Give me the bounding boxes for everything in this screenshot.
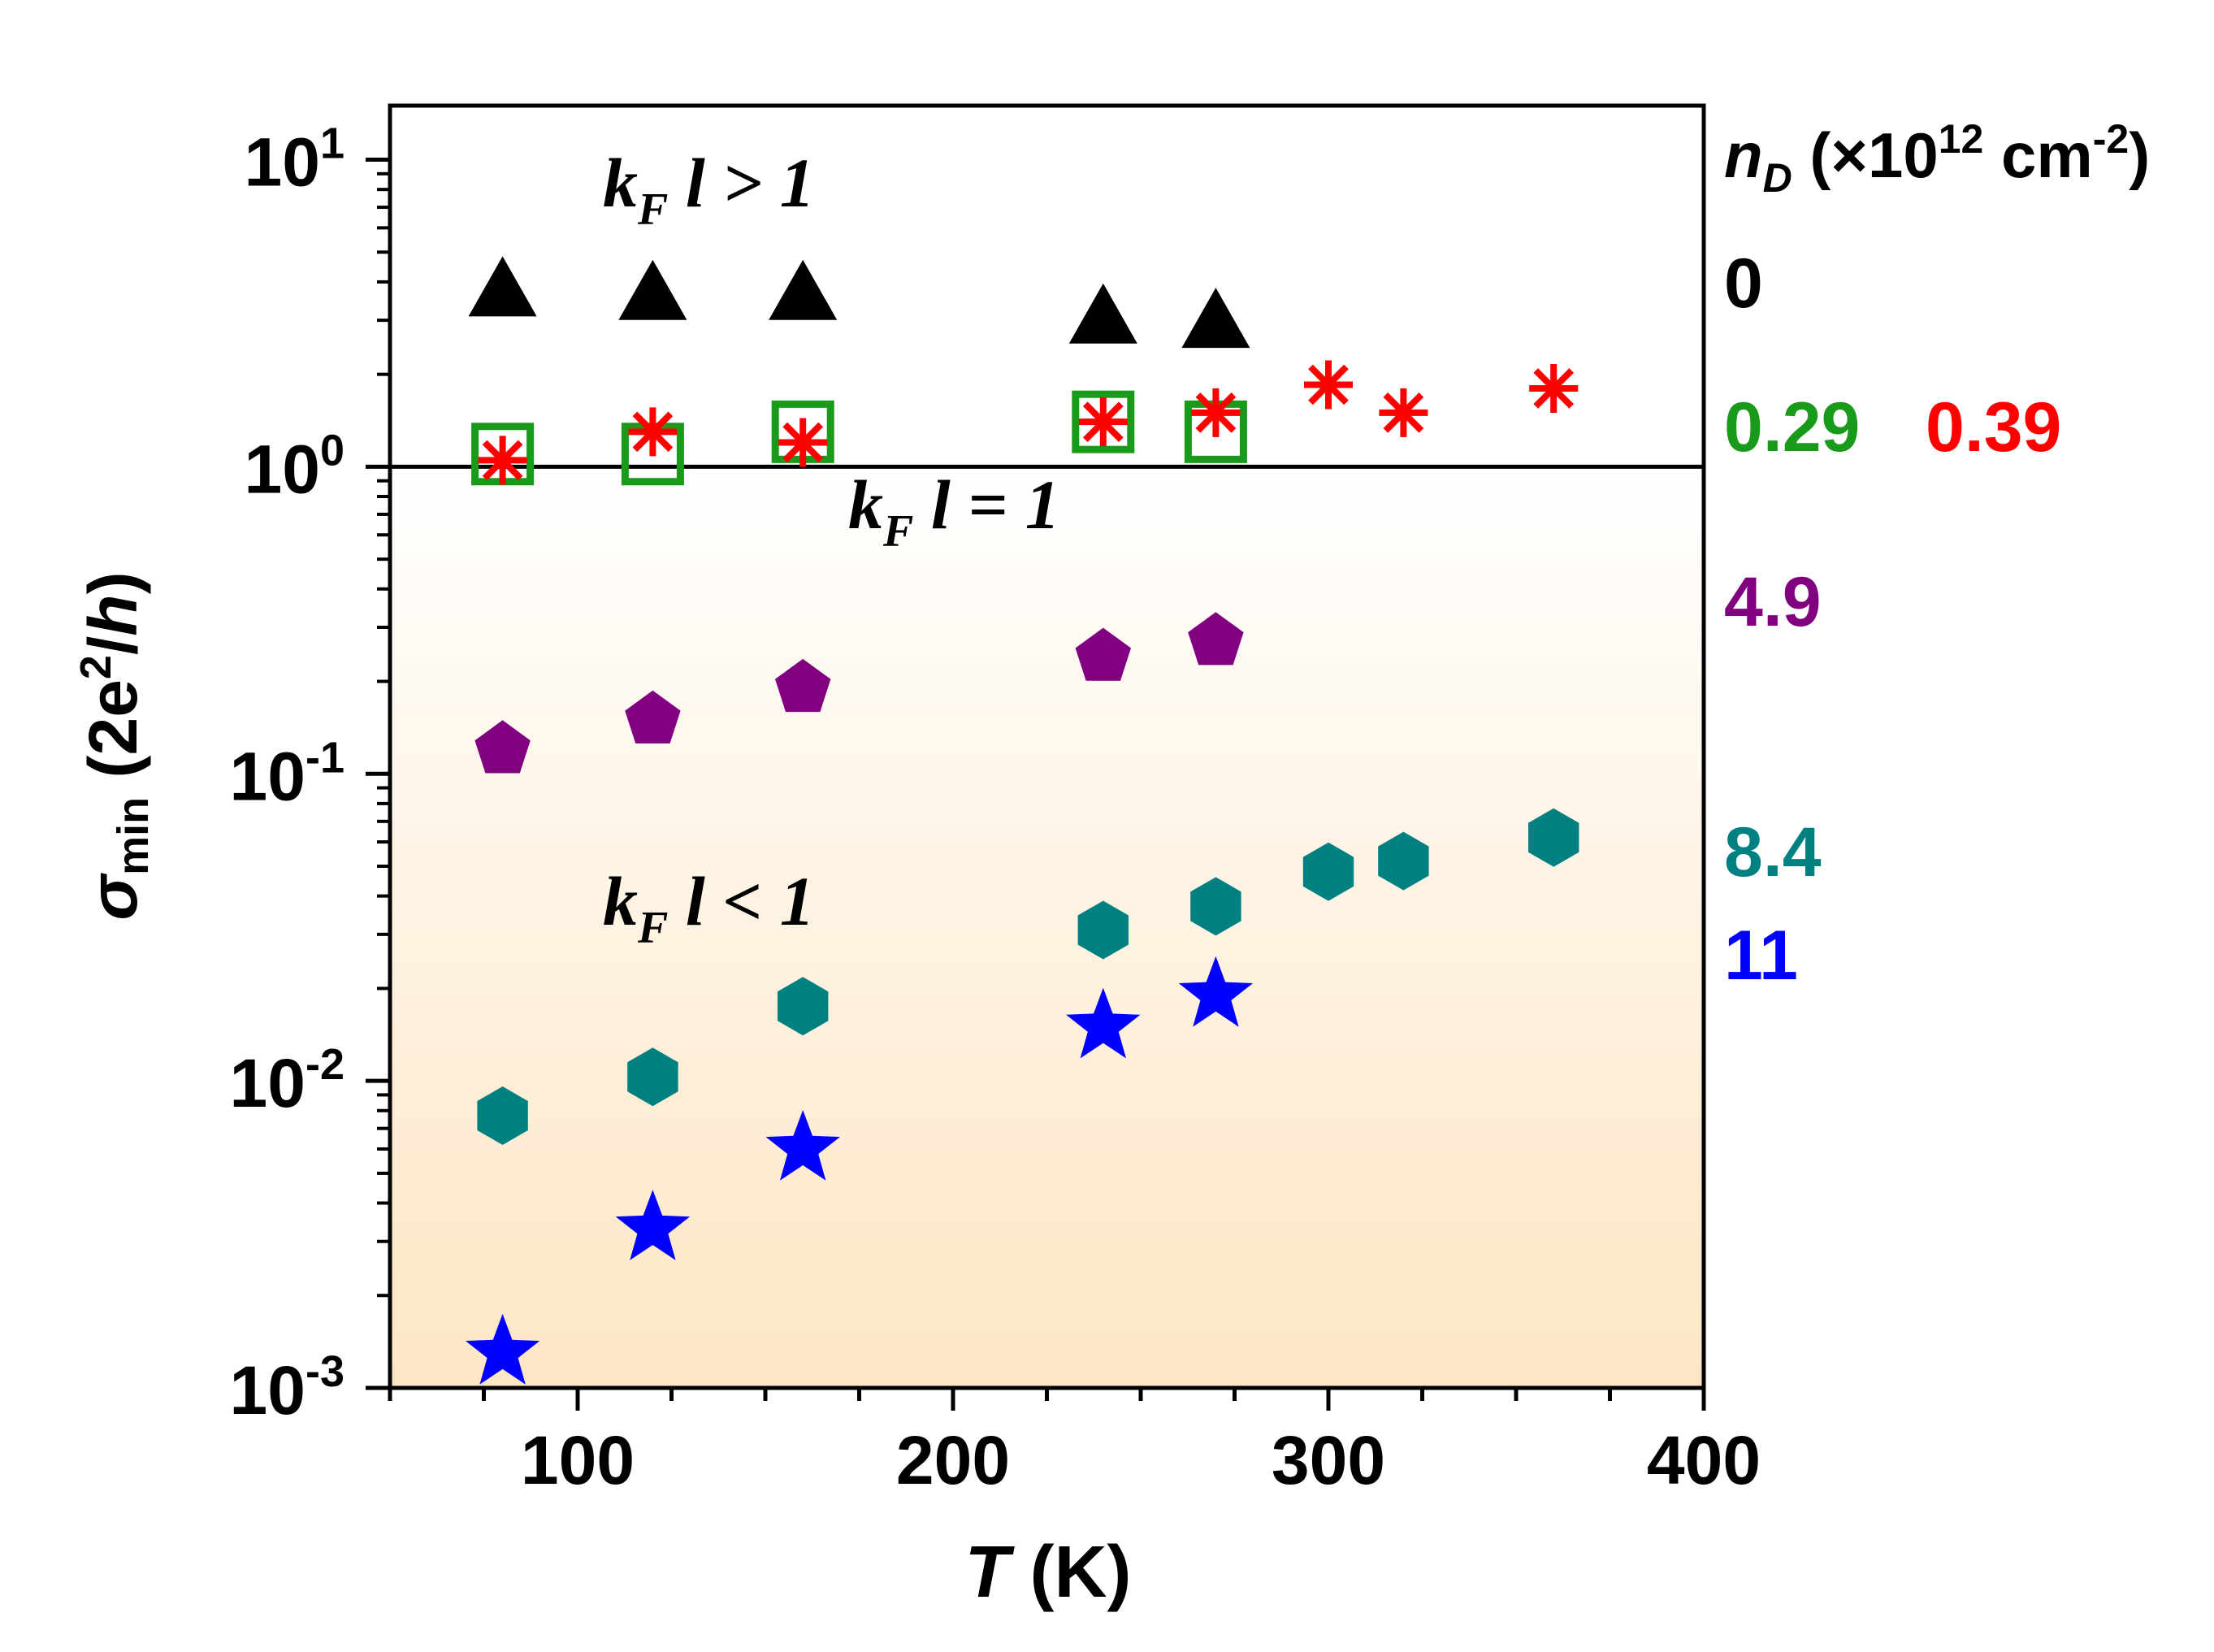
- point-8.4: [477, 1086, 528, 1145]
- point-0.39: [478, 436, 527, 485]
- point-11: [765, 1110, 840, 1181]
- point-4.9: [1075, 627, 1131, 681]
- point-0: [618, 259, 687, 320]
- series-label-0: 0: [1724, 245, 1763, 323]
- point-0.39: [1529, 363, 1579, 413]
- y-tick-label: 100: [245, 426, 344, 507]
- x-tick-label: 400: [1647, 1422, 1761, 1498]
- point-8.4: [1302, 842, 1354, 901]
- axis-ticks: [366, 158, 1706, 1411]
- point-0.39: [1191, 388, 1241, 437]
- legend-title: nD (×1012 cm-2): [1724, 116, 2150, 201]
- y-tick-label: 10-1: [230, 733, 344, 814]
- series-label-8.4: 8.4: [1724, 813, 1822, 891]
- plot-frame: [388, 103, 1706, 1390]
- point-8.4: [1378, 831, 1429, 891]
- x-tick-labels: 100 200 300 400: [521, 1422, 1761, 1498]
- point-11: [615, 1190, 691, 1260]
- point-0: [769, 259, 838, 320]
- point-11: [465, 1313, 540, 1385]
- point-4.9: [1188, 612, 1244, 666]
- region-label-above: kF l > 1: [603, 144, 815, 235]
- series-label-11: 11: [1724, 917, 1798, 995]
- series-label-0.29: 0.29: [1724, 388, 1860, 466]
- point-0.29: [1072, 390, 1135, 453]
- point-0.39: [1078, 397, 1128, 447]
- point-8.4: [1528, 808, 1579, 867]
- x-tick-label: 200: [896, 1422, 1010, 1498]
- y-tick-label: 10-2: [230, 1040, 344, 1121]
- x-axis-title: T (K): [965, 1532, 1132, 1613]
- series-label-0.39: 0.39: [1926, 388, 2061, 466]
- point-0: [1068, 283, 1137, 344]
- x-tick-label: 100: [521, 1422, 635, 1498]
- y-tick-label: 10-3: [230, 1347, 344, 1429]
- x-tick-label: 300: [1272, 1422, 1385, 1498]
- point-8.4: [1190, 877, 1241, 936]
- point-11: [1066, 987, 1141, 1059]
- point-4.9: [775, 658, 831, 713]
- point-0.39: [628, 407, 678, 457]
- y-tick-labels: 10-3 10-2 10-1 100 101: [230, 119, 344, 1429]
- point-4.9: [625, 690, 681, 744]
- point-4.9: [474, 720, 531, 774]
- point-0.39: [1379, 388, 1428, 437]
- data-points: [465, 256, 1579, 1385]
- region-label-below: kF l < 1: [603, 862, 815, 953]
- point-8.4: [627, 1047, 678, 1107]
- point-0: [1181, 288, 1250, 349]
- point-8.4: [778, 977, 829, 1036]
- point-0: [468, 256, 537, 317]
- point-11: [1178, 956, 1254, 1027]
- region-label-line: kF l = 1: [848, 466, 1060, 557]
- point-8.4: [1077, 900, 1129, 960]
- point-0.39: [1304, 360, 1353, 410]
- point-0.39: [778, 418, 828, 467]
- series-label-4.9: 4.9: [1724, 563, 1822, 641]
- y-tick-label: 101: [245, 119, 344, 201]
- localized-region-shading: [390, 470, 1704, 1388]
- y-axis-title: σmin (2e2/h): [71, 571, 158, 920]
